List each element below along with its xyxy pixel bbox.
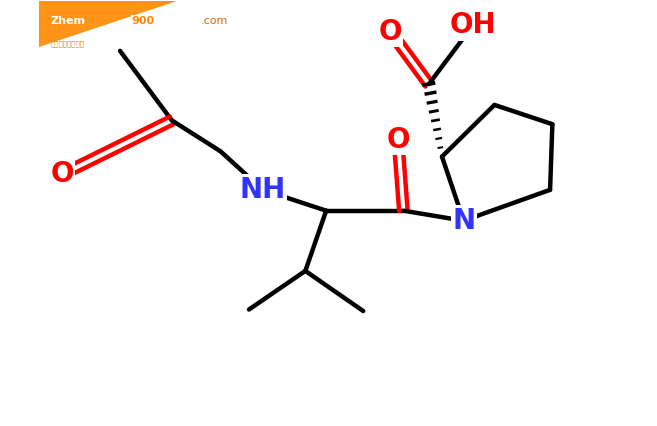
Text: 中国化工企业联盟: 中国化工企业联盟 [51,40,85,47]
Text: O: O [378,17,402,46]
Text: O: O [386,126,410,154]
Text: O: O [51,161,74,188]
Text: N: N [452,207,475,235]
Text: 900: 900 [131,16,155,26]
Text: NH: NH [240,176,286,204]
Polygon shape [39,1,178,47]
Text: OH: OH [449,12,496,39]
Text: Zhem: Zhem [51,16,85,26]
Text: .com: .com [201,16,229,26]
